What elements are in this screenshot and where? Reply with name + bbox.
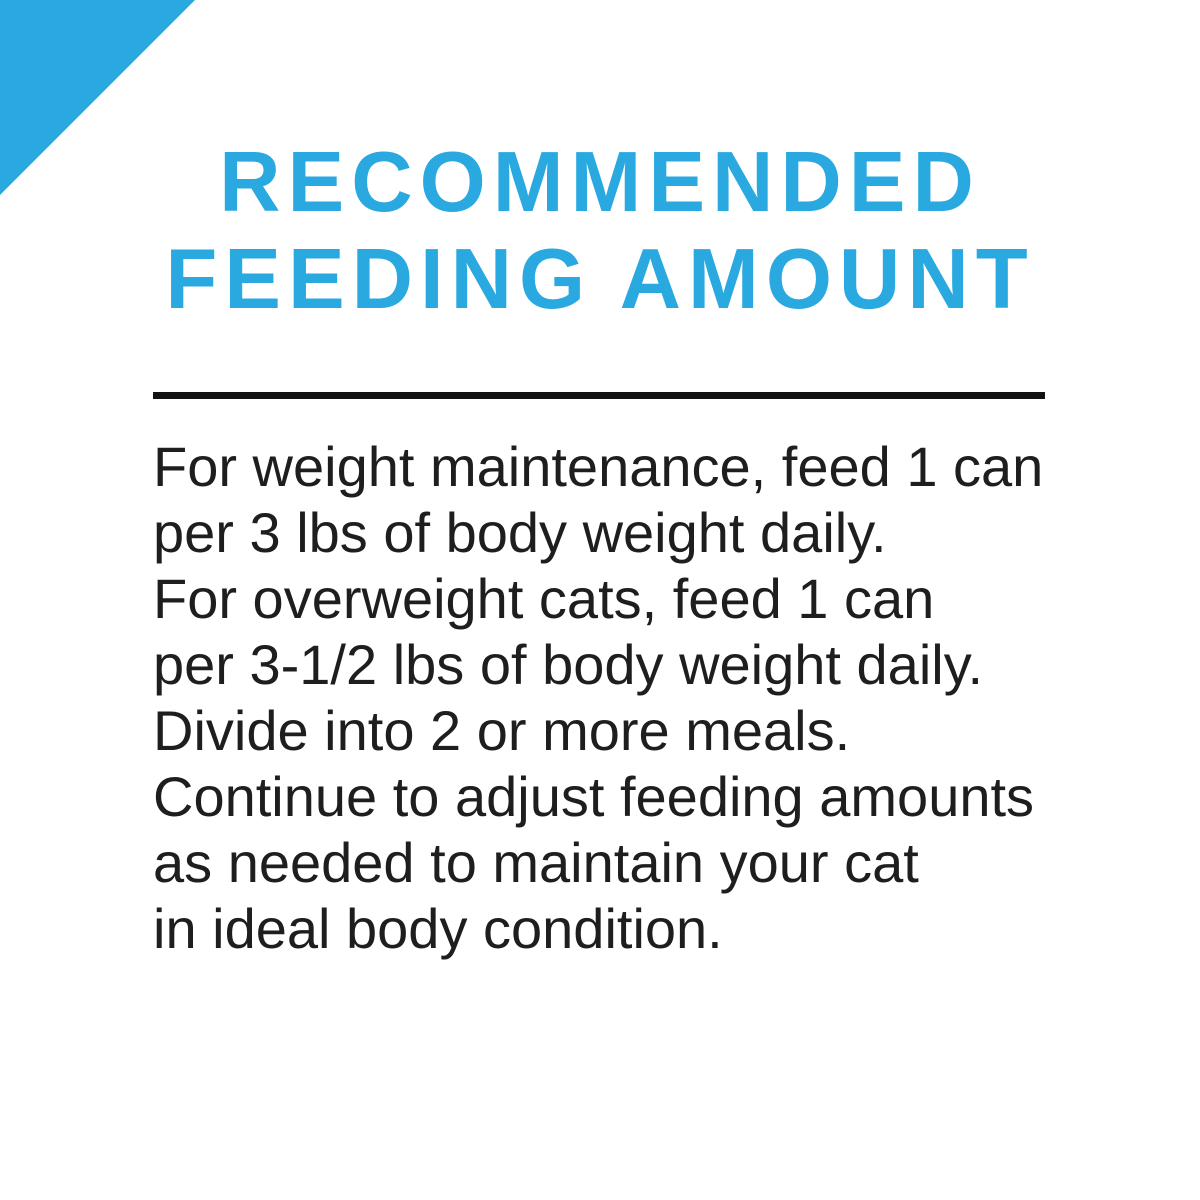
- page-title-line-2: FEEDING AMOUNT: [165, 232, 1035, 327]
- instruction-line: For weight maintenance, feed 1 can: [153, 435, 1044, 498]
- instruction-line: in ideal body condition.: [153, 897, 723, 960]
- instruction-line: per 3-1/2 lbs of body weight daily.: [153, 633, 984, 696]
- title-divider-rule: [153, 392, 1045, 399]
- instruction-line: For overweight cats, feed 1 can: [153, 567, 935, 630]
- instruction-line: Divide into 2 or more meals.: [153, 699, 851, 762]
- instruction-line: as needed to maintain your cat: [153, 831, 919, 894]
- feeding-instructions: For weight maintenance, feed 1 can per 3…: [153, 434, 1133, 962]
- instruction-line: per 3 lbs of body weight daily.: [153, 501, 887, 564]
- page-title-line-1: RECOMMENDED: [219, 135, 981, 230]
- page-title: RECOMMENDED FEEDING AMOUNT: [0, 134, 1200, 328]
- instruction-line: Continue to adjust feeding amounts: [153, 765, 1035, 828]
